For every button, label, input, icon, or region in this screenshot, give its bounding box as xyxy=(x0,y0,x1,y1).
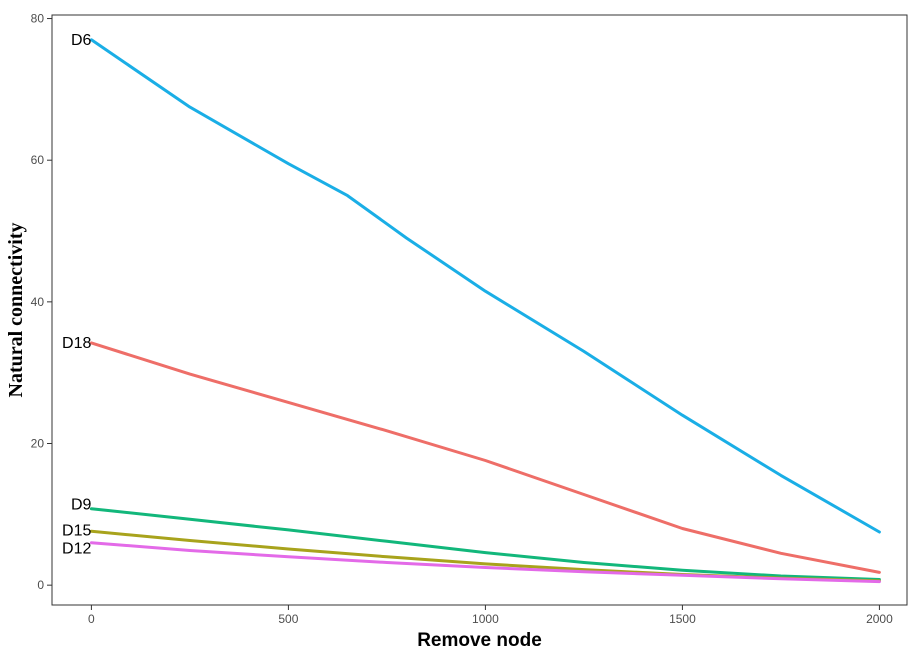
x-axis-title: Remove node xyxy=(417,630,542,651)
x-tick-label: 500 xyxy=(278,612,298,626)
series-label-d18: D18 xyxy=(62,335,91,352)
y-axis: 0 20 40 60 80 xyxy=(31,12,52,592)
x-axis: 0 500 1000 1500 2000 xyxy=(88,605,893,626)
series-line-d6 xyxy=(89,38,881,534)
series-line-d12 xyxy=(89,541,881,584)
x-tick-label: 1500 xyxy=(669,612,696,626)
series-layer xyxy=(89,38,881,584)
series-label-d12: D12 xyxy=(62,541,91,558)
series-line-d9 xyxy=(89,507,881,581)
x-tick-label: 2000 xyxy=(866,612,893,626)
series-label-layer: D6 D18 D9 D15 D12 xyxy=(62,32,91,558)
x-tick-label: 1000 xyxy=(472,612,499,626)
plot-frame xyxy=(51,14,908,606)
y-tick-label: 0 xyxy=(37,578,44,592)
x-tick-label: 0 xyxy=(88,612,95,626)
series-line-d18 xyxy=(89,341,881,574)
y-tick-label: 80 xyxy=(31,12,45,26)
series-label-d15: D15 xyxy=(62,522,91,539)
y-axis-title: Natural connectivity xyxy=(5,223,27,398)
y-tick-label: 60 xyxy=(31,153,45,167)
series-label-d9: D9 xyxy=(71,497,92,514)
series-label-d6: D6 xyxy=(71,32,92,49)
y-tick-label: 20 xyxy=(31,437,45,451)
y-tick-label: 40 xyxy=(31,295,45,309)
